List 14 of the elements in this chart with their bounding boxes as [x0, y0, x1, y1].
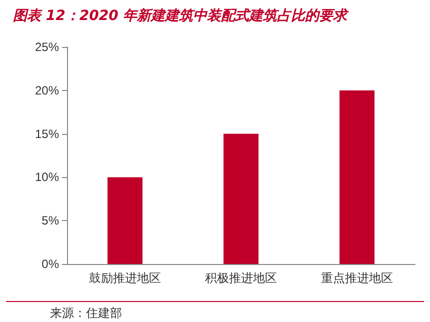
x-tick-label: 重点推进地区 — [321, 271, 393, 285]
bar — [340, 90, 374, 264]
y-tick-label: 20% — [34, 83, 60, 98]
y-tick-label: 25% — [34, 40, 60, 54]
x-tick-label: 积极推进地区 — [205, 271, 277, 285]
y-tick-label: 15% — [34, 126, 60, 141]
bar — [108, 177, 142, 264]
y-tick-label: 5% — [42, 214, 60, 228]
y-tick-label: 0% — [42, 257, 60, 271]
y-tick-label: 10% — [34, 170, 60, 184]
bar — [224, 134, 258, 264]
source-note: 来源：住建部 — [50, 306, 122, 320]
chart-title: 图表 12：2020 年新建建筑中装配式建筑占比的要求 — [13, 7, 350, 24]
x-tick-label: 鼓励推进地区 — [89, 271, 161, 285]
